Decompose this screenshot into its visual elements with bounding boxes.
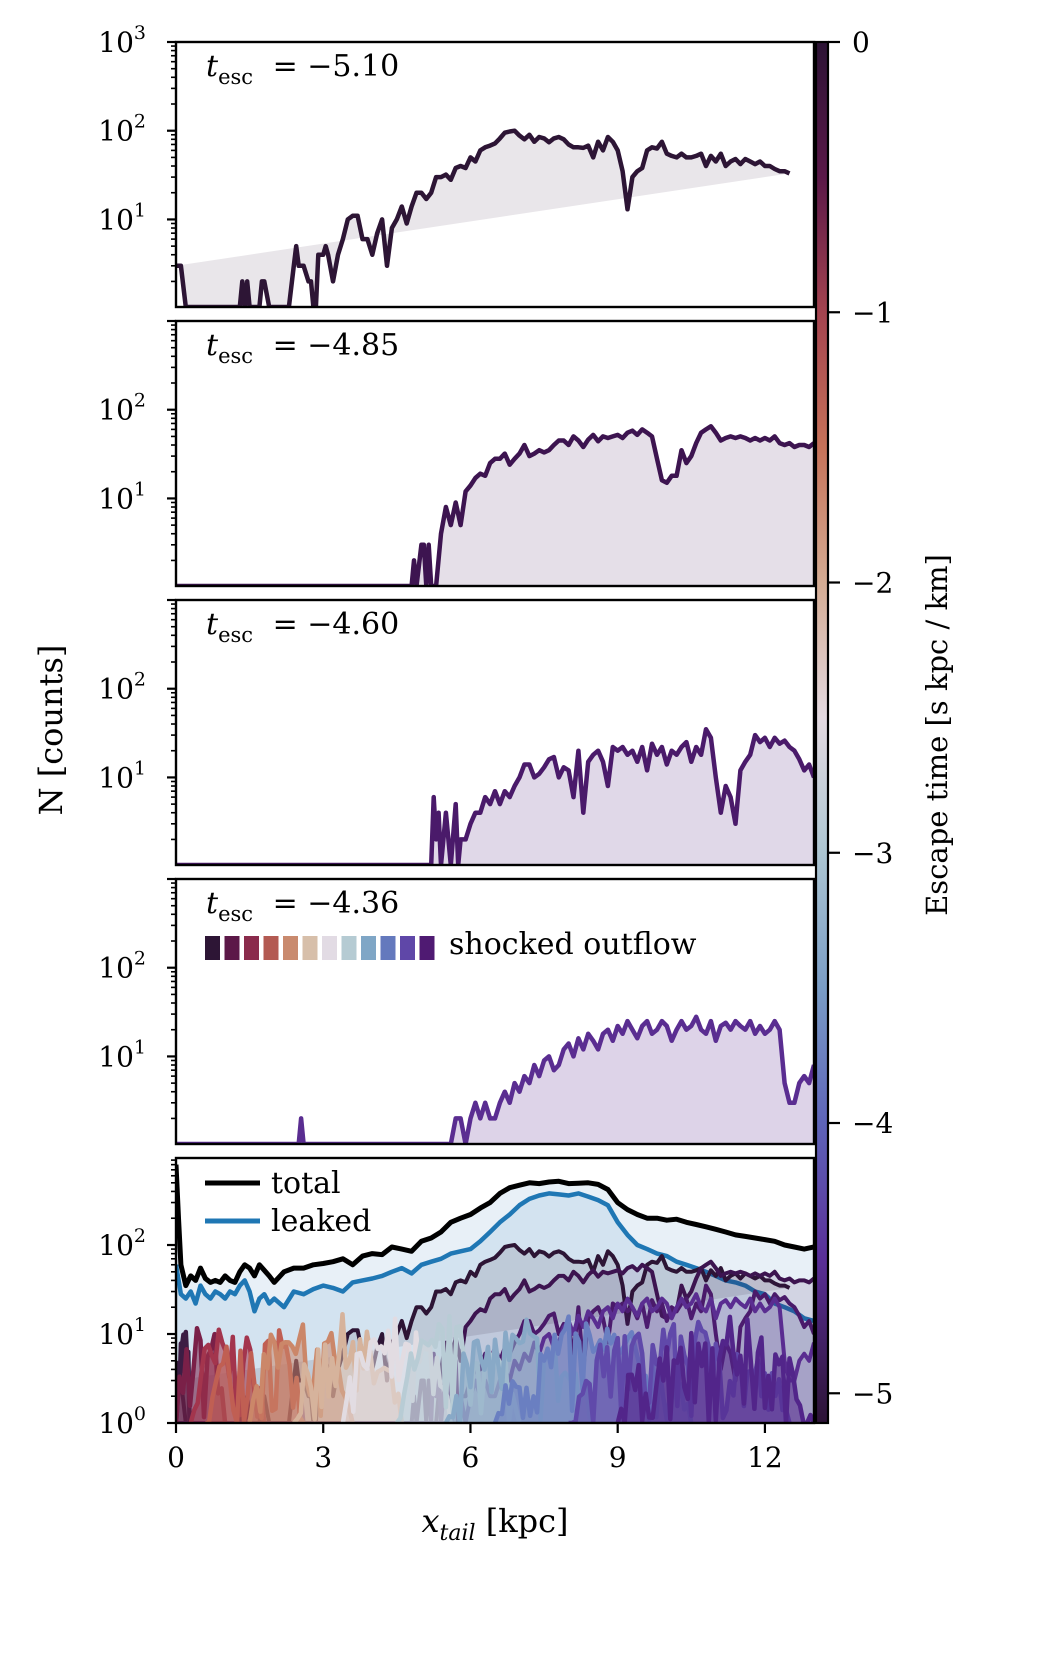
panel-plot-area bbox=[176, 128, 791, 307]
y-axis: 101 102 bbox=[98, 877, 176, 1120]
y-axis: 101 102 103 bbox=[98, 22, 176, 283]
x-axis-title: xtail [kpc] bbox=[421, 1502, 568, 1546]
legend-swatch bbox=[205, 936, 220, 960]
legend-swatch bbox=[322, 936, 337, 960]
colorbar-tick-label: −5 bbox=[852, 1377, 893, 1410]
legend-swatch bbox=[283, 936, 298, 960]
panel-plot-area bbox=[176, 726, 814, 865]
series-line bbox=[176, 128, 791, 307]
x-axis-title-sub: tail bbox=[440, 1521, 476, 1546]
legend-swatch bbox=[302, 936, 318, 960]
y-tick-label: 101 bbox=[98, 478, 146, 515]
series-fill bbox=[176, 426, 814, 586]
y-axis: 101 102 bbox=[98, 319, 176, 562]
shocked-outflow-legend: shocked outflow bbox=[205, 927, 697, 962]
legend-swatch bbox=[400, 936, 415, 960]
colorbar-frame bbox=[814, 40, 830, 1425]
panel-frame bbox=[174, 877, 816, 1146]
legend-label-leaked: leaked bbox=[271, 1204, 371, 1239]
legend-swatch bbox=[263, 936, 279, 960]
series-fill bbox=[176, 1016, 814, 1144]
colorbar-tick-label: −2 bbox=[852, 567, 893, 600]
x-axis-title-var: x bbox=[421, 1502, 439, 1540]
legend-swatch bbox=[380, 936, 396, 960]
panel-frame bbox=[174, 319, 816, 588]
y-tick-label: 100 bbox=[98, 1403, 146, 1440]
y-tick-label: 101 bbox=[98, 1036, 146, 1073]
x-axis-title-unit: [kpc] bbox=[476, 1502, 569, 1540]
legend-swatch bbox=[419, 936, 435, 960]
x-tick-label: 6 bbox=[462, 1441, 480, 1474]
x-tick-label: 12 bbox=[747, 1441, 783, 1474]
series-line bbox=[176, 726, 814, 865]
panel-frame bbox=[174, 598, 816, 867]
colorbar-ticks: 0 −1 −2 −3 −4 −5 bbox=[828, 26, 893, 1410]
leaked-series-line bbox=[176, 1191, 814, 1324]
series-line bbox=[176, 1014, 814, 1144]
x-axis: 0 3 6 9 12 bbox=[167, 1423, 783, 1474]
escape-time-annotation: tesc = −5.10 bbox=[206, 49, 399, 89]
colorbar-tick-label: −3 bbox=[852, 837, 893, 870]
y-tick-label: 101 bbox=[98, 1314, 146, 1351]
colorbar-tick-label: 0 bbox=[852, 26, 870, 59]
escape-time-annotation: tesc = −4.36 bbox=[206, 886, 399, 926]
colorbar-title: Escape time [s kpc / km] bbox=[920, 554, 954, 916]
legend-label-total: total bbox=[271, 1166, 341, 1201]
legend-swatch bbox=[341, 936, 357, 960]
y-axis: 101 102 bbox=[98, 598, 176, 841]
x-tick-label: 9 bbox=[609, 1441, 627, 1474]
y-tick-label: 102 bbox=[98, 1225, 146, 1262]
legend-swatch bbox=[244, 936, 259, 960]
y-tick-label: 102 bbox=[98, 390, 146, 427]
x-tick-label: 0 bbox=[167, 1441, 185, 1474]
escape-time-annotation: tesc = −4.85 bbox=[206, 328, 399, 368]
panel-4: 101 102 tesc = −4.36 shocked outflow bbox=[98, 877, 816, 1146]
y-tick-label: 101 bbox=[98, 757, 146, 794]
panel-plot-area bbox=[176, 1014, 814, 1144]
y-tick-label: 103 bbox=[98, 22, 146, 59]
panel-frame bbox=[174, 1156, 816, 1425]
escape-component-5-line bbox=[247, 1322, 355, 1423]
escape-component-12-line bbox=[615, 1314, 814, 1423]
colorbar-gradient bbox=[816, 42, 828, 1423]
panel-3: 101 102 tesc = −4.60 bbox=[98, 598, 816, 867]
panel-2: 101 102 tesc = −4.85 bbox=[98, 319, 816, 588]
escape-time-annotation: tesc = −4.60 bbox=[206, 607, 399, 647]
x-tick-label: 3 bbox=[314, 1441, 332, 1474]
y-tick-label: 102 bbox=[98, 111, 146, 148]
total-series-line bbox=[176, 1164, 814, 1289]
y-tick-label: 102 bbox=[98, 948, 146, 985]
escape-component-12-fill bbox=[617, 1316, 814, 1423]
legend-swatch bbox=[224, 936, 240, 960]
panel-1: 101 102 103 tesc = −5.10 bbox=[98, 22, 816, 309]
y-tick-label: 101 bbox=[98, 199, 146, 236]
colorbar-tick-label: −4 bbox=[852, 1107, 893, 1140]
late-component-4-line bbox=[176, 1292, 814, 1423]
shocked-outflow-label: shocked outflow bbox=[449, 927, 697, 962]
y-axis: 100 101 102 bbox=[98, 1159, 176, 1440]
escape-component-10-fill bbox=[495, 1316, 692, 1423]
series-line bbox=[176, 424, 814, 586]
panel-frame bbox=[174, 40, 816, 309]
panel-plot-area bbox=[176, 1164, 814, 1423]
colorbar: 0 −1 −2 −3 −4 −5 Escape time [s kpc / km] bbox=[814, 26, 954, 1425]
legend-swatch bbox=[361, 936, 376, 960]
y-tick-label: 102 bbox=[98, 669, 146, 706]
colorbar-tick-label: −1 bbox=[852, 296, 893, 329]
y-axis-title: N [counts] bbox=[32, 645, 70, 816]
panel-plot-area bbox=[176, 424, 814, 586]
